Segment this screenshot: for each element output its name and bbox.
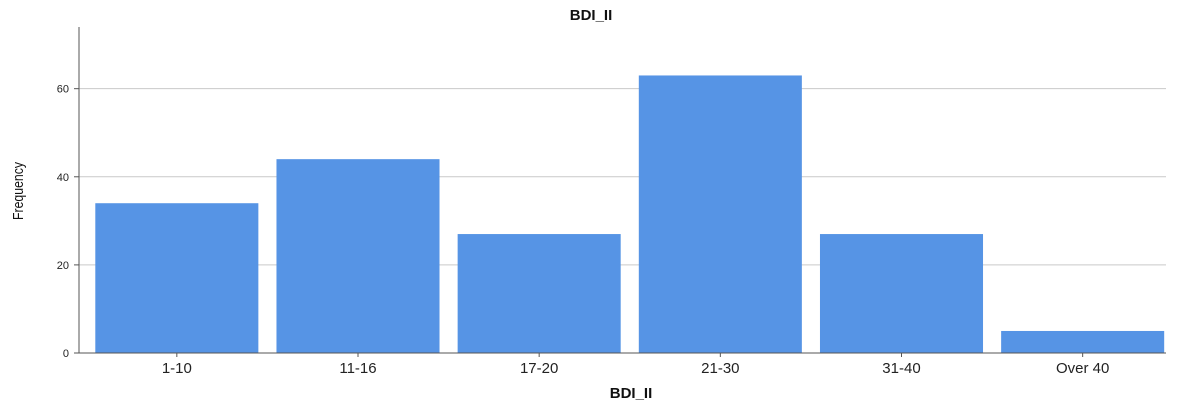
chart-title: BDI_II: [570, 7, 613, 24]
gridlines: [79, 88, 1166, 266]
axes: [78, 27, 1166, 354]
bar-31-40: [819, 234, 984, 353]
bar-1-10: [95, 203, 259, 353]
bar-over-40: [1001, 330, 1165, 353]
x-tick-label: 21-30: [701, 360, 739, 377]
y-tick-label: 60: [57, 84, 69, 96]
y-axis-title: Frequency: [10, 162, 26, 220]
x-ticks: 1-10 11-16 17-20 21-30 31-40 Over 40: [162, 353, 1109, 377]
x-tick-label: Over 40: [1056, 360, 1109, 377]
y-tick-label: 40: [57, 172, 69, 184]
x-axis-title: BDI_II: [610, 385, 653, 402]
x-tick-label: 1-10: [162, 360, 192, 377]
y-ticks: 0 20 40 60: [57, 84, 79, 360]
bars: [95, 75, 1165, 353]
y-tick-label: 0: [63, 348, 69, 360]
y-tick-label: 20: [57, 260, 69, 272]
x-tick-label: 17-20: [520, 360, 558, 377]
bar-21-30: [638, 75, 802, 353]
x-tick-label: 11-16: [339, 360, 376, 377]
bar-17-20: [457, 234, 621, 353]
x-tick-label: 31-40: [882, 360, 920, 377]
bar-11-16: [276, 159, 440, 353]
